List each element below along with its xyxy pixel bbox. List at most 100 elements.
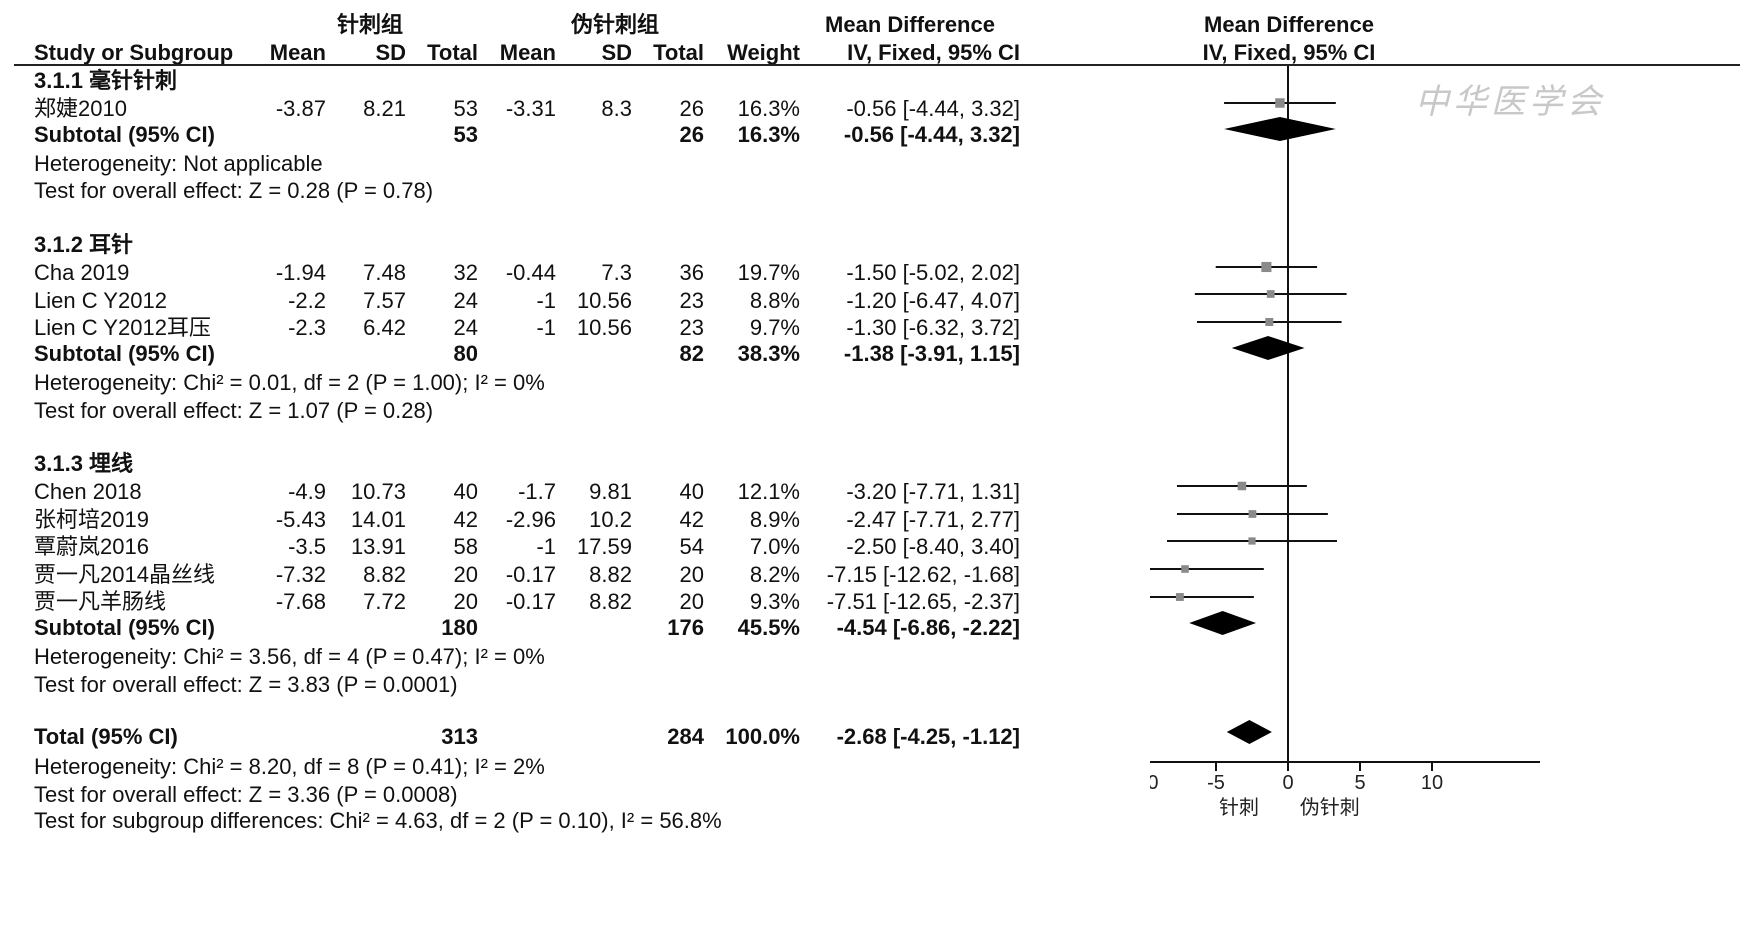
subgroup-title: 3.1.1 毫针针刺: [34, 68, 178, 93]
total-exp: 58: [453, 534, 478, 559]
mean-exp: -7.32: [275, 562, 326, 587]
subtotal-ci: -0.56 [-4.44, 3.32]: [843, 122, 1020, 147]
total-ctrl: 40: [679, 479, 704, 504]
effect-marker: [1248, 510, 1257, 518]
weight: 8.2%: [749, 562, 800, 587]
subtotal-label: Subtotal (95% CI): [34, 122, 215, 147]
md-ci: -1.20 [-6.47, 4.07]: [846, 288, 1020, 313]
weight: 12.1%: [737, 479, 800, 504]
header-sd-exp: SD: [375, 40, 406, 65]
summary-diamond: [1224, 117, 1336, 141]
header-mean-exp: Mean: [269, 40, 326, 65]
mean-ctrl: -1: [536, 288, 556, 313]
total-weight: 100.0%: [725, 724, 800, 749]
mean-ctrl: -1: [536, 534, 556, 559]
total-exp: 20: [453, 589, 478, 614]
sd-exp: 7.57: [363, 288, 406, 313]
total-ctrl: 20: [679, 589, 704, 614]
overall-effect-text: Test for overall effect: Z = 3.36 (P = 0…: [34, 782, 458, 807]
effect-marker: [1175, 593, 1184, 601]
mean-exp: -2.3: [288, 315, 326, 340]
sd-ctrl: 10.56: [576, 315, 632, 340]
mean-exp: -3.5: [288, 534, 326, 559]
study-name: 张柯培2019: [34, 507, 149, 532]
subtotal-n-exp: 80: [453, 341, 478, 366]
effect-marker: [1265, 318, 1274, 326]
mean-ctrl: -0.17: [505, 589, 556, 614]
study-name: Lien C Y2012耳压: [34, 315, 211, 340]
md-ci: -1.50 [-5.02, 2.02]: [846, 260, 1020, 285]
favours-left-label: 针刺: [1219, 796, 1259, 819]
total-exp: 24: [453, 288, 478, 313]
subtotal-weight: 38.3%: [737, 341, 800, 366]
weight: 19.7%: [737, 260, 800, 285]
total-ctrl: 20: [679, 562, 704, 587]
sd-ctrl: 9.81: [589, 479, 632, 504]
subtotal-n-exp: 180: [441, 615, 478, 640]
effect-marker: [1248, 537, 1256, 545]
sd-exp: 13.91: [350, 534, 406, 559]
mean-ctrl: -1: [536, 315, 556, 340]
header-group-exp: 针刺组: [336, 12, 403, 37]
mean-ctrl: -0.44: [505, 260, 556, 285]
total-exp: 42: [453, 507, 478, 532]
md-ci: -2.47 [-7.71, 2.77]: [846, 507, 1020, 532]
md-ci: -0.56 [-4.44, 3.32]: [846, 96, 1020, 121]
total-ci: -2.68 [-4.25, -1.12]: [836, 724, 1020, 749]
mean-exp: -3.87: [275, 96, 326, 121]
study-name: Chen 2018: [34, 479, 142, 504]
header-group-ctrl: 伪针刺组: [570, 12, 659, 37]
subtotal-label: Subtotal (95% CI): [34, 615, 215, 640]
sd-ctrl: 17.59: [576, 534, 632, 559]
effect-marker: [1275, 98, 1285, 108]
x-tick-label: 10: [1421, 772, 1443, 794]
total-exp: 40: [453, 479, 478, 504]
subtotal-n-ctrl: 176: [667, 615, 704, 640]
total-label: Total (95% CI): [34, 724, 178, 749]
total-ctrl: 54: [679, 534, 704, 559]
study-name: 贾一凡羊肠线: [34, 589, 167, 614]
sd-exp: 7.72: [363, 589, 406, 614]
overall-effect-text: Test for overall effect: Z = 0.28 (P = 0…: [34, 178, 434, 203]
md-ci: -1.30 [-6.32, 3.72]: [846, 315, 1020, 340]
total-ctrl: 23: [679, 315, 704, 340]
sd-exp: 10.73: [350, 479, 406, 504]
total-ctrl: 23: [679, 288, 704, 313]
md-ci: -2.50 [-8.40, 3.40]: [846, 534, 1020, 559]
overall-effect-text: Test for overall effect: Z = 3.83 (P = 0…: [34, 672, 458, 697]
mean-exp: -2.2: [288, 288, 326, 313]
total-n-exp: 313: [441, 724, 478, 749]
header-total-ctrl: Total: [653, 40, 704, 65]
subgroup-title: 3.1.2 耳针: [34, 232, 134, 257]
total-ctrl: 26: [679, 96, 704, 121]
total-n-ctrl: 284: [667, 724, 704, 749]
weight: 9.3%: [749, 589, 800, 614]
header-sd-ctrl: SD: [601, 40, 632, 65]
sd-ctrl: 8.82: [589, 589, 632, 614]
effect-marker: [1266, 290, 1275, 298]
total-exp: 24: [453, 315, 478, 340]
study-name: 贾一凡2014晶丝线: [34, 562, 215, 587]
summary-diamond: [1231, 336, 1305, 360]
heterogeneity-text: Heterogeneity: Not applicable: [34, 151, 323, 176]
mean-ctrl: -1.7: [518, 479, 556, 504]
study-name: Lien C Y2012: [34, 288, 167, 313]
x-tick-label: 0: [1282, 772, 1293, 794]
effect-marker: [1237, 481, 1247, 491]
weight: 8.9%: [749, 507, 800, 532]
md-ci: -3.20 [-7.71, 1.31]: [846, 479, 1020, 504]
total-ctrl: 42: [679, 507, 704, 532]
mean-ctrl: -0.17: [505, 562, 556, 587]
study-name: 郑婕2010: [34, 96, 127, 121]
plot-subtitle: IV, Fixed, 95% CI: [1202, 40, 1376, 65]
weight: 8.8%: [749, 288, 800, 313]
summary-diamond: [1189, 611, 1257, 635]
sd-ctrl: 10.2: [589, 507, 632, 532]
forest-plot: -10 -5 0 5 10 针刺 伪针刺: [1150, 66, 1540, 819]
x-tick-label: -10: [1150, 772, 1158, 794]
header-rule: [14, 64, 1160, 66]
total-exp: 20: [453, 562, 478, 587]
header-md-title: Mean Difference: [825, 12, 995, 37]
header-weight: Weight: [727, 40, 800, 65]
header-mean-ctrl: Mean: [499, 40, 556, 65]
